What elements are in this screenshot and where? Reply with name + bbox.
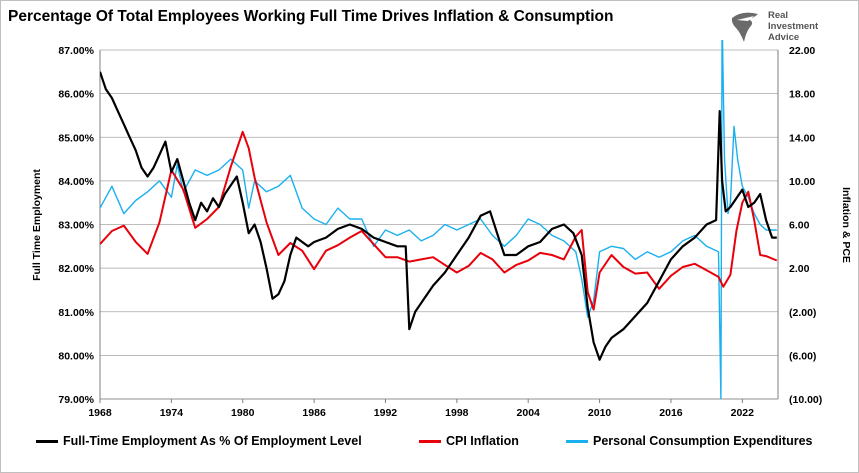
x-tick-label: 2004 xyxy=(517,407,541,419)
eagle-head-icon xyxy=(731,12,758,42)
right-axis-ticks: 22.00 18.00 14.00 10.00 6.00 2.00 (2.00) (6.00)… xyxy=(789,45,822,406)
logo-line1: Real xyxy=(768,10,789,21)
x-tick-label: 1968 xyxy=(88,407,112,419)
x-tick-label: 1992 xyxy=(374,407,398,419)
left-tick-label: 80.00% xyxy=(58,350,94,362)
right-tick-label: 10.00 xyxy=(789,176,815,188)
series-line-cpi xyxy=(100,130,778,311)
legend-label-pce: Personal Consumption Expenditures xyxy=(593,434,813,448)
legend-swatch-cpi xyxy=(419,440,441,444)
right-tick-label: 14.00 xyxy=(789,132,815,144)
left-tick-label: 84.00% xyxy=(58,176,94,188)
right-tick-label: 18.00 xyxy=(789,89,815,101)
left-tick-label: 87.00% xyxy=(58,45,94,57)
legend-label-cpi: CPI Inflation xyxy=(446,434,519,448)
right-tick-label: (2.00) xyxy=(789,307,816,319)
chart-title: Percentage Of Total Employees Working Fu… xyxy=(8,8,614,25)
left-tick-label: 83.00% xyxy=(58,220,94,232)
right-tick-label: 2.00 xyxy=(789,263,810,275)
legend-item-cpi: CPI Inflation xyxy=(419,434,519,448)
left-tick-label: 85.00% xyxy=(58,132,94,144)
legend-label-fulltime: Full-Time Employment As % Of Employment … xyxy=(63,434,362,448)
legend: Full-Time Employment As % Of Employment … xyxy=(36,434,836,452)
left-axis-label: Full Time Employment xyxy=(31,169,43,281)
legend-swatch-fulltime xyxy=(36,440,58,444)
logo-line2: Investment xyxy=(768,21,819,32)
x-tick-label: 1974 xyxy=(160,407,184,419)
logo-text: Real Investment Advice xyxy=(768,10,818,43)
left-tick-label: 86.00% xyxy=(58,89,94,101)
series-line-pce xyxy=(100,40,777,399)
x-tick-label: 2016 xyxy=(659,407,683,419)
legend-item-fulltime: Full-Time Employment As % Of Employment … xyxy=(36,434,362,448)
logo-line3: Advice xyxy=(768,32,800,43)
x-axis-ticks: 1968 1974 1980 1986 1992 1998 2004 2010 2016 2022 xyxy=(88,399,754,419)
right-tick-label: 6.00 xyxy=(789,220,810,232)
right-tick-label: 22.00 xyxy=(789,45,815,57)
left-axis-ticks: 87.00% 86.00% 85.00% 84.00% 83.00% 82.00% 81.0… xyxy=(58,45,94,406)
series-line-fulltime xyxy=(100,71,777,361)
gridlines xyxy=(99,49,779,400)
left-tick-label: 79.00% xyxy=(58,394,94,406)
left-tick-label: 82.00% xyxy=(58,263,94,275)
legend-item-pce: Personal Consumption Expenditures xyxy=(566,434,812,448)
x-tick-label: 2022 xyxy=(731,407,755,419)
right-tick-label: (6.00) xyxy=(789,350,816,362)
legend-swatch-pce xyxy=(566,440,588,444)
x-tick-label: 1986 xyxy=(302,407,326,419)
left-tick-label: 81.00% xyxy=(58,307,94,319)
series-group xyxy=(100,40,778,399)
x-tick-label: 2010 xyxy=(588,407,612,419)
logo: Real Investment Advice xyxy=(728,8,848,48)
right-tick-label: (10.00) xyxy=(789,394,822,406)
right-axis-label: Inflation & PCE xyxy=(840,187,852,263)
x-tick-label: 1998 xyxy=(445,407,469,419)
x-tick-label: 1980 xyxy=(231,407,255,419)
